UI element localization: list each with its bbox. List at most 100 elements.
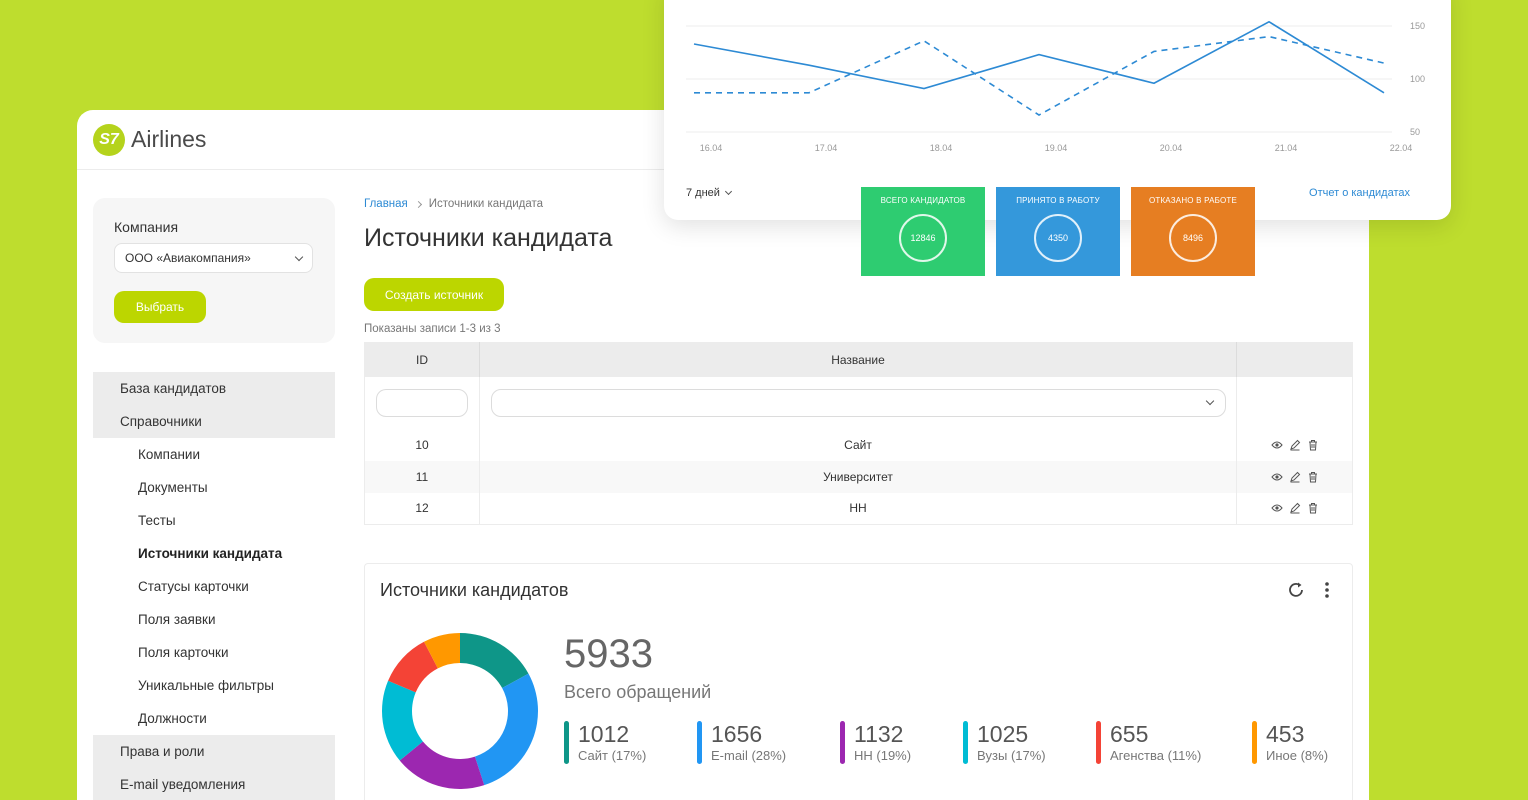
eye-icon[interactable] xyxy=(1270,471,1283,483)
nav-item-rights-roles[interactable]: Права и роли xyxy=(93,735,335,768)
stat-label: Принято в работу xyxy=(1016,196,1100,205)
sources-table: ID Название 10 Сайт 11 Универси xyxy=(364,342,1353,525)
nav-item-positions[interactable]: Должности xyxy=(93,702,335,735)
legend-color-bar xyxy=(840,721,845,764)
card-tools xyxy=(1286,580,1330,600)
trash-icon[interactable] xyxy=(1307,502,1319,514)
edit-icon[interactable] xyxy=(1289,471,1301,483)
candidates-report-link[interactable]: Отчет о кандидатах xyxy=(1309,187,1410,199)
nav-item-email-notifications[interactable]: E-mail уведомления xyxy=(93,768,335,800)
y-tick-label: 150 xyxy=(1410,21,1425,31)
records-summary: Показаны записи 1-3 из 3 xyxy=(364,323,501,335)
legend-item: 1132 HH (19%) xyxy=(840,721,963,764)
donut-slice xyxy=(474,673,538,786)
logo-text: Airlines xyxy=(131,126,207,152)
nav-item-companies[interactable]: Компании xyxy=(93,438,335,471)
period-select[interactable]: 7 дней xyxy=(686,187,732,199)
table-header-row: ID Название xyxy=(364,342,1353,377)
donut-slice xyxy=(388,641,438,693)
edit-icon[interactable] xyxy=(1289,502,1301,514)
nav-item-tests[interactable]: Тесты xyxy=(93,504,335,537)
legend-color-bar xyxy=(697,721,702,764)
total-requests-value: 5933 xyxy=(564,632,653,676)
table-row: 11 Университет xyxy=(364,460,1353,493)
stat-rejected: Отказано в работе 8496 xyxy=(1131,187,1255,276)
sources-donut-chart xyxy=(382,633,538,789)
refresh-icon[interactable] xyxy=(1286,580,1306,600)
legend-color-bar xyxy=(963,721,968,764)
stat-value: 12846 xyxy=(899,214,947,262)
legend-color-bar xyxy=(564,721,569,764)
solid-series-line xyxy=(693,20,1385,94)
x-tick-label: 17.04 xyxy=(815,143,838,153)
legend-label: E-mail (28%) xyxy=(711,748,787,763)
cell-id: 10 xyxy=(364,428,480,461)
legend-label: Сайт (17%) xyxy=(578,748,647,763)
nav-item-documents[interactable]: Документы xyxy=(93,471,335,504)
nav-item-candidate-sources[interactable]: Источники кандидата xyxy=(93,537,335,570)
name-filter-select[interactable] xyxy=(490,388,1226,417)
period-value: 7 дней xyxy=(686,187,720,199)
y-tick-label: 100 xyxy=(1410,74,1425,84)
nav-item-directories[interactable]: Справочники xyxy=(93,405,335,438)
candidates-line-chart: 150 100 50 16.04 17.04 18.04 19.04 20.04 21.04 22… xyxy=(686,20,1425,153)
eye-icon[interactable] xyxy=(1270,439,1283,451)
legend-value: 1025 xyxy=(977,721,1029,747)
nav-item-card-fields[interactable]: Поля карточки xyxy=(93,636,335,669)
card-title: Источники кандидатов xyxy=(380,580,569,600)
chevron-down-icon xyxy=(1205,396,1214,406)
x-tick-label: 21.04 xyxy=(1275,143,1298,153)
column-header-actions xyxy=(1236,342,1353,377)
column-header-name[interactable]: Название xyxy=(479,342,1237,377)
x-tick-label: 19.04 xyxy=(1045,143,1068,153)
x-tick-label: 16.04 xyxy=(700,143,723,153)
trash-icon[interactable] xyxy=(1307,471,1319,483)
company-select[interactable]: ООО «Авиакомпания» xyxy=(114,243,313,273)
nav-item-unique-filters[interactable]: Уникальные фильтры xyxy=(93,669,335,702)
x-tick-label: 22.04 xyxy=(1390,143,1413,153)
legend-item: 1025 Вузы (17%) xyxy=(963,721,1096,764)
breadcrumb: Главная Источники кандидата xyxy=(364,198,1354,210)
eye-icon[interactable] xyxy=(1270,502,1283,514)
legend-value: 1012 xyxy=(578,721,630,747)
legend-item: 453 Иное (8%) xyxy=(1252,721,1342,764)
main-content: Главная Источники кандидата Источники ка… xyxy=(364,198,1354,525)
legend-color-bar xyxy=(1252,721,1257,764)
filter-row xyxy=(364,376,1353,429)
donut-slice xyxy=(382,680,423,761)
nav-item-card-statuses[interactable]: Статусы карточки xyxy=(93,570,335,603)
donut-slice xyxy=(423,633,460,669)
edit-icon[interactable] xyxy=(1289,439,1301,451)
sources-legend: 1012 Сайт (17%) 1656 E-mail (28%) 1132 HH (19… xyxy=(564,721,1344,764)
x-tick-label: 20.04 xyxy=(1160,143,1183,153)
breadcrumb-current: Источники кандидата xyxy=(428,198,544,210)
column-header-id[interactable]: ID xyxy=(364,342,480,377)
legend-item: 1656 E-mail (28%) xyxy=(697,721,840,764)
cell-id: 11 xyxy=(364,460,480,493)
x-tick-label: 18.04 xyxy=(930,143,953,153)
nav-item-request-fields[interactable]: Поля заявки xyxy=(93,603,335,636)
more-vertical-icon[interactable] xyxy=(1324,581,1330,599)
page-title: Источники кандидата xyxy=(364,224,613,252)
trash-icon[interactable] xyxy=(1307,439,1319,451)
choose-button[interactable]: Выбрать xyxy=(114,291,206,323)
y-tick-label: 50 xyxy=(1410,127,1420,137)
legend-label: HH (19%) xyxy=(854,748,912,763)
legend-item: 1012 Сайт (17%) xyxy=(564,721,697,764)
s7-logo-icon: S7 xyxy=(93,123,125,156)
stat-value: 8496 xyxy=(1169,214,1217,262)
cell-name: HH xyxy=(479,492,1237,525)
create-source-button[interactable]: Создать источник xyxy=(364,278,504,311)
cell-id: 12 xyxy=(364,492,480,525)
company-select-value: ООО «Авиакомпания» xyxy=(125,251,251,265)
dashboard-overlay-card: 150 100 50 16.04 17.04 18.04 19.04 20.04 21.04 22… xyxy=(664,0,1451,220)
legend-color-bar xyxy=(1096,721,1101,764)
legend-value: 1656 xyxy=(711,721,763,747)
table-row: 12 HH xyxy=(364,492,1353,525)
company-panel: Компания ООО «Авиакомпания» Выбрать xyxy=(93,198,335,343)
nav-item-candidates[interactable]: База кандидатов xyxy=(93,372,335,405)
breadcrumb-home-link[interactable]: Главная xyxy=(364,198,408,210)
id-filter-input[interactable] xyxy=(376,388,468,417)
stat-label: Отказано в работе xyxy=(1148,196,1238,205)
sidebar-nav: База кандидатов Справочники Компании Док… xyxy=(93,372,335,800)
